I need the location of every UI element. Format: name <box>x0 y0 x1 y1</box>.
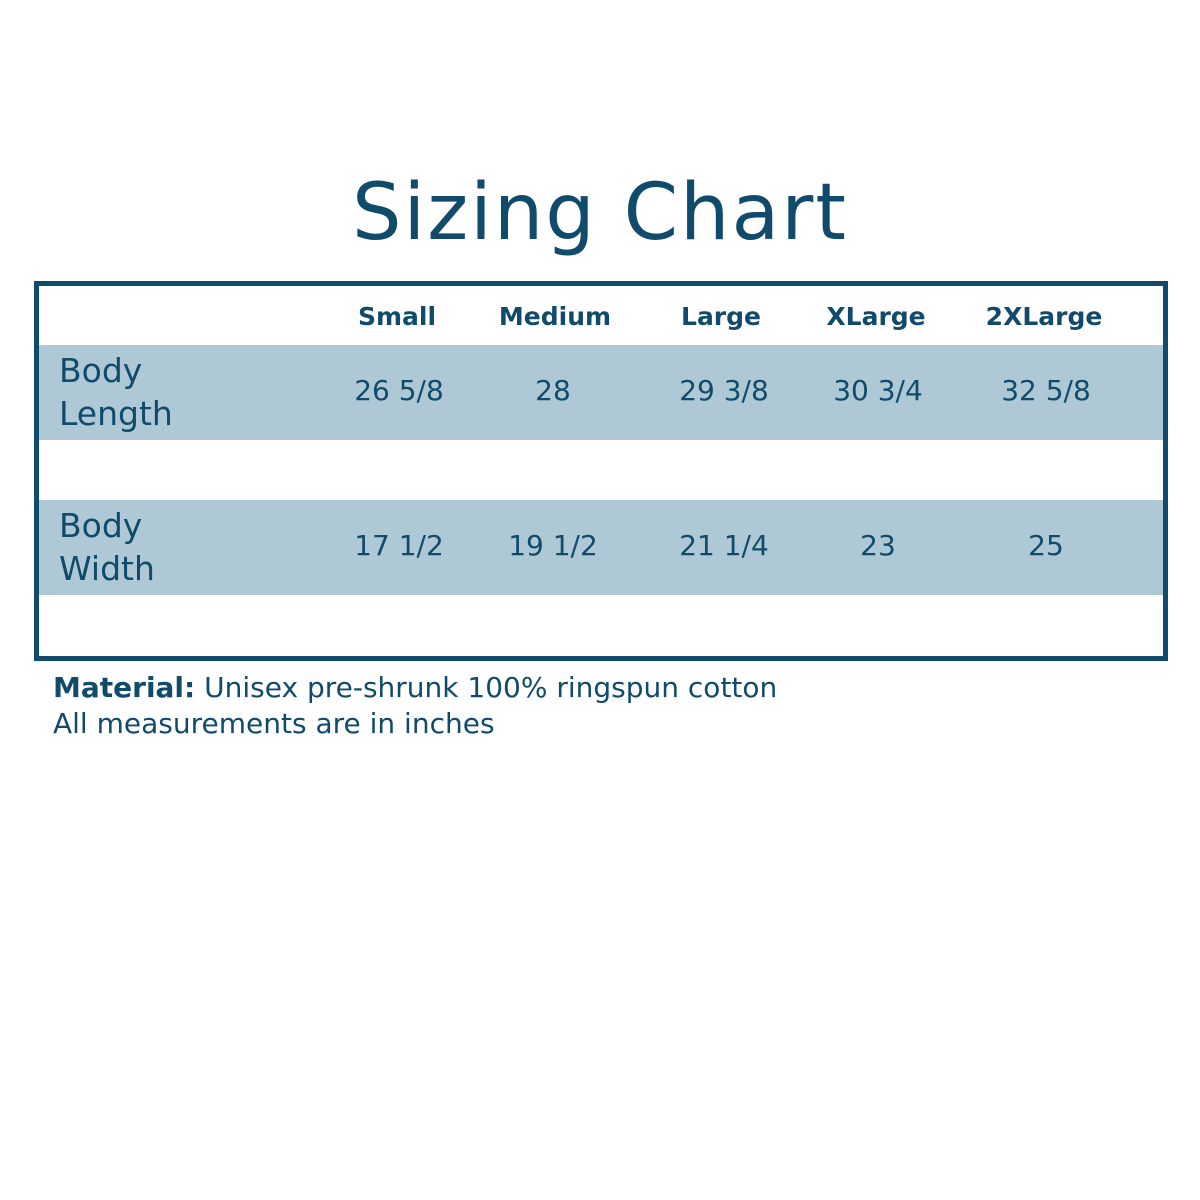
table-cell: 28 <box>535 374 571 407</box>
table-cell: 29 3/8 <box>679 374 769 407</box>
row-label-line1: Body <box>59 351 143 390</box>
material-note: Material: Unisex pre-shrunk 100% ringspu… <box>53 671 777 704</box>
table-cell: 25 <box>1028 529 1064 562</box>
table-row-body-length: Body Length 26 5/8 28 29 3/8 30 3/4 32 5… <box>39 345 1163 440</box>
row-label: Body Width <box>59 504 155 590</box>
row-label: Body Length <box>59 349 173 435</box>
material-label: Material: <box>53 671 196 704</box>
row-label-line1: Body <box>59 506 143 545</box>
row-label-line2: Length <box>59 394 173 433</box>
column-header-small: Small <box>357 302 437 331</box>
sizing-table: Small Medium Large XLarge 2XLarge Body L… <box>34 281 1168 661</box>
row-label-line2: Width <box>59 549 155 588</box>
column-header-medium: Medium <box>498 302 612 331</box>
column-header-xlarge: XLarge <box>826 302 926 331</box>
table-cell: 23 <box>860 529 896 562</box>
table-cell: 30 3/4 <box>833 374 923 407</box>
table-cell: 32 5/8 <box>1001 374 1091 407</box>
table-row-body-width: Body Width 17 1/2 19 1/2 21 1/4 23 25 <box>39 500 1163 595</box>
units-note: All measurements are in inches <box>53 707 495 740</box>
column-header-2xlarge: 2XLarge <box>985 302 1103 331</box>
table-cell: 26 5/8 <box>354 374 444 407</box>
column-header-large: Large <box>681 302 761 331</box>
table-header-row: Small Medium Large XLarge 2XLarge <box>39 286 1163 345</box>
material-value: Unisex pre-shrunk 100% ringspun cotton <box>195 671 778 704</box>
page-title: Sizing Chart <box>352 168 848 258</box>
table-cell: 17 1/2 <box>354 529 444 562</box>
table-cell: 19 1/2 <box>508 529 598 562</box>
table-cell: 21 1/4 <box>679 529 769 562</box>
